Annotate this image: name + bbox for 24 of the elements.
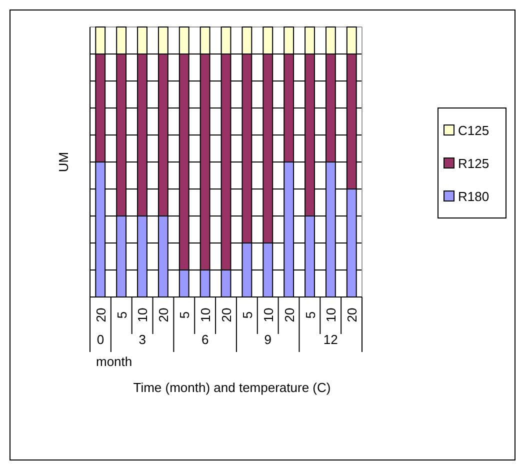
text: 12 (323, 332, 338, 347)
x-tick-label: 20 (282, 308, 297, 322)
legend-label: R125 (458, 156, 490, 171)
text: 3 (138, 332, 146, 347)
x-tick-label: 5 (302, 311, 318, 319)
x-tick-label: 10 (135, 308, 150, 322)
x-tick-label: 10 (198, 308, 214, 322)
y-axis-title: UM (56, 152, 71, 172)
text: 0 (96, 332, 104, 347)
legend-label: C125 (458, 123, 490, 138)
x-axis-title: Time (month) and temperature (C) (133, 380, 331, 395)
x-tick-label: 5 (240, 311, 255, 319)
text: 9 (264, 332, 272, 347)
x-tick-label: 20 (219, 308, 234, 322)
x-tick-label: 20 (93, 308, 108, 322)
x-tick-label: 5 (114, 311, 130, 319)
text: 6 (201, 332, 209, 347)
legend-label: R180 (458, 189, 490, 204)
x-tick-label: 20 (344, 308, 360, 322)
x-tick-label: 10 (324, 308, 339, 322)
x-tick-label: 20 (156, 308, 172, 322)
x-tick-label: 10 (260, 308, 276, 322)
x-tick-label: 5 (177, 311, 192, 319)
text: month (96, 354, 132, 369)
